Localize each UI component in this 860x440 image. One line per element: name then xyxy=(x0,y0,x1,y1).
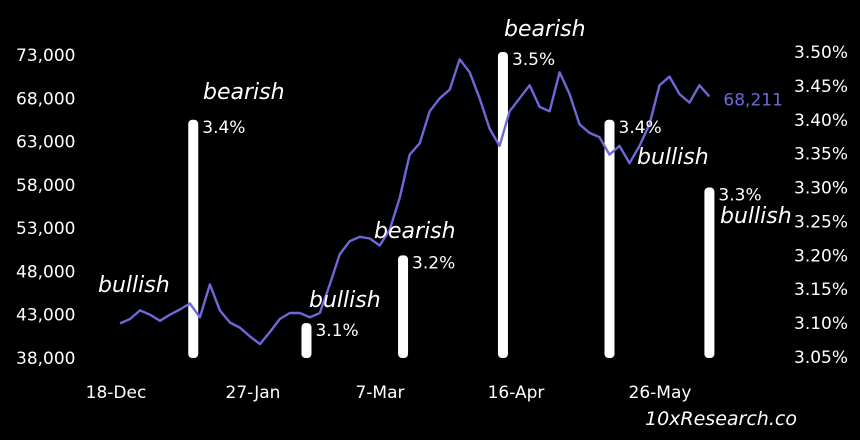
x-axis-tick: 27-Jan xyxy=(226,383,281,403)
right-axis-tick: 3.35% xyxy=(794,145,848,165)
funding-bars xyxy=(188,52,715,359)
right-axis-tick: 3.10% xyxy=(794,314,848,334)
funding-bar xyxy=(604,119,615,359)
funding-bar xyxy=(497,52,508,358)
bar-value-label: 3.3% xyxy=(718,186,761,206)
left-axis-tick: 63,000 xyxy=(16,133,75,153)
left-axis-tick: 53,000 xyxy=(16,219,75,239)
bar-value-label: 3.1% xyxy=(315,321,358,341)
sentiment-annotation: bullish xyxy=(98,273,170,298)
x-axis-tick: 7-Mar xyxy=(355,383,404,403)
right-axis: 3.50% 3.45% 3.40% 3.35% 3.30% 3.25% 3.20% 3.15%… xyxy=(794,43,848,368)
last-price-label: 68,211 xyxy=(723,90,782,110)
funding-bar xyxy=(188,119,199,359)
left-axis-tick: 38,000 xyxy=(16,349,75,369)
right-axis-tick: 3.40% xyxy=(794,111,848,131)
bar-value-label: 3.4% xyxy=(202,118,245,138)
right-axis-tick: 3.50% xyxy=(794,43,848,63)
sentiment-annotations: bullish bearish bullish bearish bearish bulli… xyxy=(98,17,792,313)
watermark: 10xResearch.co xyxy=(645,408,797,430)
funding-bar xyxy=(704,187,715,358)
sentiment-annotation: bearish xyxy=(203,80,285,105)
right-axis-tick: 3.05% xyxy=(794,348,848,368)
sentiment-annotation: bearish xyxy=(504,17,586,42)
x-axis: 18-Dec 27-Jan 7-Mar 16-Apr 26-May xyxy=(86,383,692,403)
right-axis-tick: 3.15% xyxy=(794,280,848,300)
bar-value-label: 3.4% xyxy=(619,118,662,138)
x-axis-tick: 18-Dec xyxy=(86,383,147,403)
sentiment-annotation: bullish xyxy=(637,145,709,170)
price-line-layer: 68,211 xyxy=(119,58,783,346)
funding-bar xyxy=(398,255,409,358)
right-axis-tick: 3.30% xyxy=(794,179,848,199)
left-axis-tick: 43,000 xyxy=(16,306,75,326)
bar-value-label: 3.2% xyxy=(412,253,455,273)
left-axis-tick: 58,000 xyxy=(16,176,75,196)
left-axis-tick: 48,000 xyxy=(16,262,75,282)
right-axis-tick: 3.20% xyxy=(794,246,848,266)
left-axis-tick: 68,000 xyxy=(16,89,75,109)
funding-bar xyxy=(301,323,312,358)
price-line xyxy=(119,58,711,346)
left-axis: 73,000 68,000 63,000 58,000 53,000 48,000 43,0… xyxy=(16,46,75,369)
left-axis-tick: 73,000 xyxy=(16,46,75,66)
right-axis-tick: 3.25% xyxy=(794,212,848,232)
sentiment-annotation: bullish xyxy=(720,204,792,229)
x-axis-tick: 16-Apr xyxy=(488,383,545,403)
bar-value-labels: 3.4% 3.1% 3.2% 3.5% 3.4% 3.3% xyxy=(202,50,761,341)
sentiment-annotation: bullish xyxy=(309,288,381,313)
right-axis-tick: 3.45% xyxy=(794,77,848,97)
bar-value-label: 3.5% xyxy=(512,50,555,70)
x-axis-tick: 26-May xyxy=(629,383,692,403)
sentiment-annotation: bearish xyxy=(374,219,456,244)
